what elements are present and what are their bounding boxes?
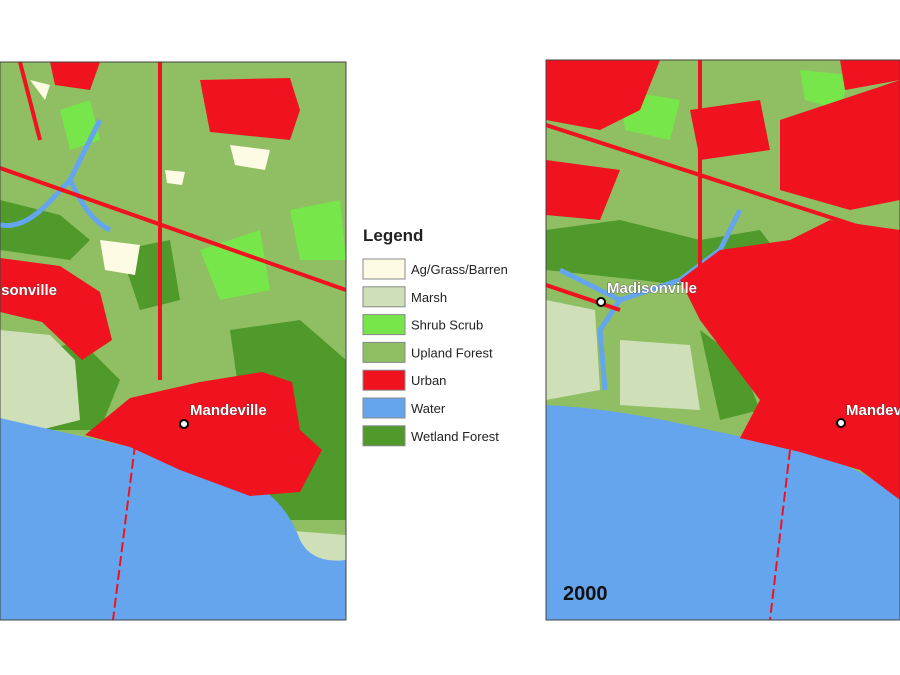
legend-label: Wetland Forest <box>411 429 499 444</box>
legend-swatch <box>362 258 406 280</box>
river <box>0 118 112 233</box>
water <box>546 405 900 620</box>
legend-label: Water <box>411 401 446 416</box>
map-2000: Madisonville Mandeville 2000 <box>546 60 900 620</box>
legend-label: Upland Forest <box>411 345 493 360</box>
river <box>558 208 743 391</box>
city-label: Mandeville <box>190 402 267 419</box>
legend-swatch <box>362 397 406 419</box>
city-marker <box>836 418 846 428</box>
shrub-scrub <box>60 100 346 300</box>
city-marker <box>596 297 606 307</box>
legend-label: Shrub Scrub <box>411 318 483 333</box>
legend-label: Ag/Grass/Barren <box>411 262 508 277</box>
road <box>546 60 900 312</box>
legend-swatch <box>362 425 406 447</box>
urban <box>546 60 900 500</box>
road <box>0 62 346 380</box>
legend-label: Urban <box>411 373 446 388</box>
map-1990: Madisonville Mandeville <box>0 62 346 620</box>
map-border <box>545 59 900 621</box>
urban <box>0 62 322 496</box>
legend-swatch <box>362 286 406 308</box>
legend-label: Marsh <box>411 290 447 305</box>
boundary <box>112 444 136 620</box>
legend-swatch <box>362 369 406 391</box>
boundary <box>769 449 791 620</box>
shrub-scrub <box>620 70 850 140</box>
city-label: Madisonville <box>0 282 57 299</box>
year-label: 2000 <box>563 583 608 605</box>
marsh <box>546 300 700 410</box>
city-label: Mandeville <box>846 402 900 419</box>
legend: Legend Ag/Grass/Barren Marsh Shrub Scrub Up… <box>362 226 508 447</box>
legend-swatch <box>362 314 406 336</box>
map-border <box>0 61 347 621</box>
city-marker <box>179 419 189 429</box>
legend-title: Legend <box>363 226 423 245</box>
water <box>0 418 346 620</box>
legend-swatch <box>362 341 406 363</box>
city-label: Madisonville <box>607 280 697 297</box>
